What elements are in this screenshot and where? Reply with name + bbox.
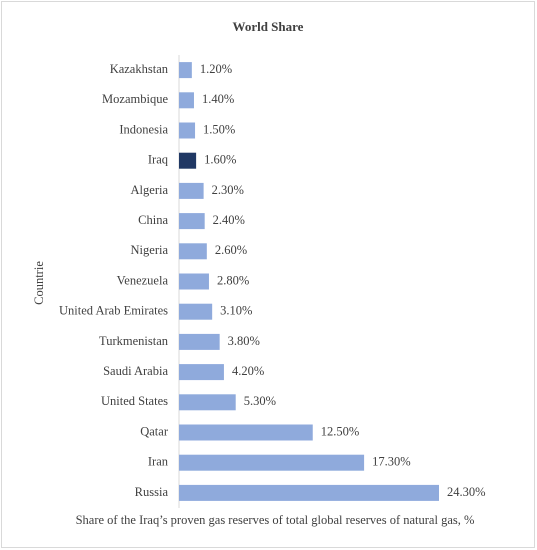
category-label: Nigeria	[131, 243, 169, 257]
bar	[179, 484, 439, 501]
bar	[179, 394, 236, 411]
bar	[179, 303, 213, 320]
bar	[179, 424, 313, 441]
bar	[179, 152, 197, 169]
bar	[179, 92, 194, 109]
category-label: Indonesia	[119, 122, 168, 136]
value-label: 2.60%	[215, 243, 247, 257]
value-label: 3.10%	[220, 304, 252, 318]
value-label: 17.30%	[372, 455, 411, 469]
category-label: Iran	[148, 455, 169, 469]
value-label: 12.50%	[321, 424, 360, 438]
value-label: 1.40%	[202, 92, 234, 106]
bar	[179, 454, 365, 471]
category-label: United States	[101, 394, 168, 408]
bar	[179, 243, 207, 260]
chart-title: World Share	[233, 19, 304, 34]
value-label: 3.80%	[228, 334, 260, 348]
y-axis-label: Countrie	[32, 261, 46, 305]
value-label: 1.50%	[203, 122, 235, 136]
category-label: China	[138, 213, 168, 227]
bar	[179, 213, 205, 230]
value-label: 5.30%	[244, 394, 276, 408]
category-label: Kazakhstan	[110, 62, 169, 76]
category-label: Russia	[135, 485, 169, 499]
value-label: 24.30%	[447, 485, 486, 499]
category-label: Venezuela	[117, 273, 169, 287]
category-label: Algeria	[131, 183, 169, 197]
category-label: Mozambique	[102, 92, 168, 106]
x-axis-label: Share of the Iraq’s proven gas reserves …	[75, 513, 475, 527]
bar	[179, 273, 209, 290]
bar	[179, 333, 220, 350]
category-label: Qatar	[140, 424, 169, 438]
category-label: Turkmenistan	[99, 334, 169, 348]
value-label: 4.20%	[232, 364, 264, 378]
bar	[179, 364, 224, 381]
bar	[179, 182, 204, 199]
value-label: 1.60%	[204, 153, 236, 167]
category-label: Iraq	[148, 153, 169, 167]
bar	[179, 62, 192, 79]
value-label: 2.30%	[212, 183, 244, 197]
bar	[179, 122, 196, 139]
category-label: Saudi Arabia	[103, 364, 168, 378]
category-label: United Arab Emirates	[59, 304, 168, 318]
value-label: 2.80%	[217, 273, 249, 287]
value-label: 2.40%	[213, 213, 245, 227]
value-label: 1.20%	[200, 62, 232, 76]
